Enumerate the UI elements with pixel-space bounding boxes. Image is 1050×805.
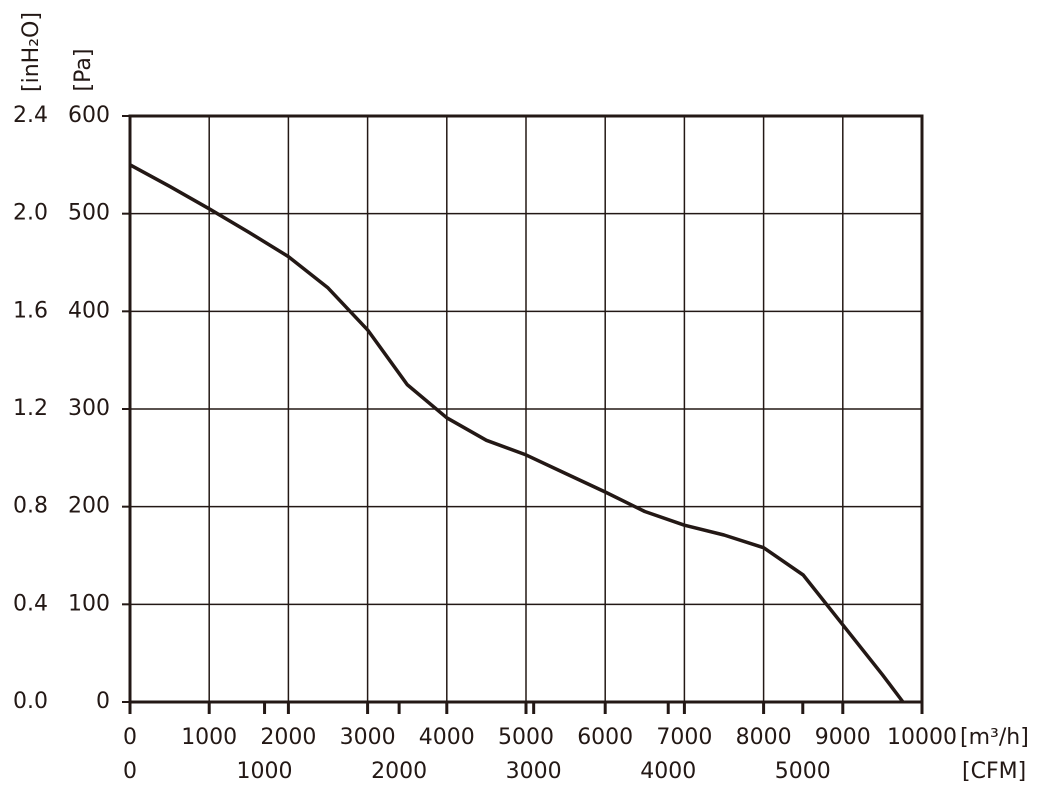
y2-axis-label: [inH₂O] bbox=[19, 12, 44, 92]
x-tick-label: 2000 bbox=[260, 725, 316, 750]
y-tick-label: 100 bbox=[68, 591, 110, 616]
y2-tick-label: 2.0 bbox=[13, 201, 48, 226]
y2-tick-label: 0.0 bbox=[13, 689, 48, 714]
y2-tick-label: 1.6 bbox=[13, 298, 48, 323]
x-tick-label: 8000 bbox=[736, 725, 792, 750]
x-tick-label: 9000 bbox=[815, 725, 871, 750]
y2-tick-label: 2.4 bbox=[13, 103, 48, 128]
y-axis-label: [Pa] bbox=[71, 49, 96, 92]
x2-tick-label: 0 bbox=[123, 759, 137, 784]
x-tick-label: 4000 bbox=[419, 725, 475, 750]
curve bbox=[129, 163, 905, 704]
x2-tick-label: 1000 bbox=[237, 759, 293, 784]
plot-frame bbox=[128, 114, 924, 704]
x-tick-label: 1000 bbox=[181, 725, 237, 750]
y-tick-label: 600 bbox=[68, 103, 110, 128]
x-tick-label: 6000 bbox=[577, 725, 633, 750]
x2-tick-label: 2000 bbox=[371, 759, 427, 784]
x-tick-label: 3000 bbox=[340, 725, 396, 750]
y-tick-label: 500 bbox=[68, 201, 110, 226]
y2-tick-label: 0.8 bbox=[13, 494, 48, 519]
x-tick-label: 0 bbox=[123, 725, 137, 750]
x-tick-label: 7000 bbox=[656, 725, 712, 750]
x2-axis-label: [CFM] bbox=[962, 759, 1026, 784]
x2-tick-label: 5000 bbox=[775, 759, 831, 784]
y-tick-label: 400 bbox=[68, 298, 110, 323]
x2-tick-label: 4000 bbox=[640, 759, 696, 784]
x-tick-label: 5000 bbox=[498, 725, 554, 750]
y-tick-label: 0 bbox=[96, 689, 110, 714]
y-tick-label: 300 bbox=[68, 396, 110, 421]
x2-tick-label: 3000 bbox=[506, 759, 562, 784]
x-tick-label: 10000 bbox=[887, 725, 957, 750]
x-axis-label: [m³/h] bbox=[960, 725, 1029, 750]
y2-tick-label: 0.4 bbox=[13, 591, 48, 616]
y2-tick-label: 1.2 bbox=[13, 396, 48, 421]
y-tick-label: 200 bbox=[68, 494, 110, 519]
